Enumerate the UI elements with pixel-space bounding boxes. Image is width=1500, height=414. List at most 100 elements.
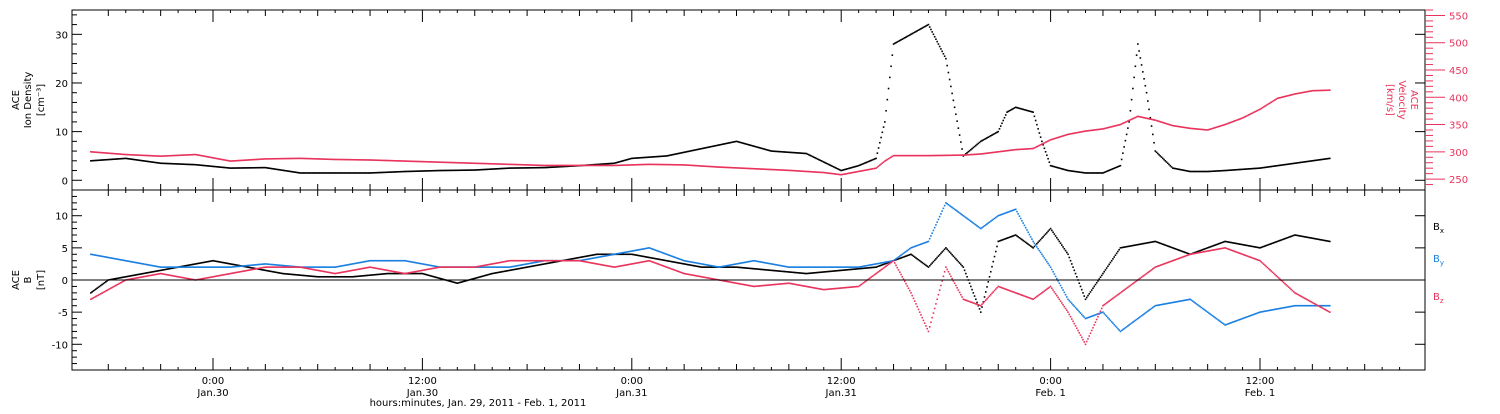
data-point-bz — [919, 311, 921, 313]
data-point-bz — [895, 265, 897, 267]
data-point-bz — [994, 290, 996, 292]
data-point-bx — [1059, 241, 1061, 243]
data-point-bz — [944, 271, 946, 273]
data-point-ion-density — [890, 65, 892, 67]
data-point-by — [1061, 287, 1063, 289]
velocity-ytick-label: 250 — [1449, 175, 1468, 186]
data-point-bx — [955, 258, 957, 260]
data-point-ion-density — [1002, 120, 1004, 122]
data-point-bx — [948, 250, 950, 252]
data-point-bx — [1041, 237, 1043, 239]
data-point-ion-density — [892, 54, 894, 56]
data-point-ion-density — [1037, 128, 1039, 130]
data-point-ion-density — [931, 31, 933, 33]
data-point-bx — [1061, 244, 1063, 246]
data-point-bz — [987, 297, 989, 299]
data-point-bx — [1108, 264, 1110, 266]
data-point-bx — [1037, 242, 1039, 244]
data-point-by — [1056, 278, 1058, 280]
data-point-ion-density — [1125, 140, 1127, 142]
data-point-bz — [1080, 334, 1082, 336]
data-point-by — [939, 216, 941, 218]
density-frame — [72, 10, 1425, 190]
data-point-bx — [1072, 266, 1074, 268]
data-point-by — [1052, 271, 1054, 273]
data-point-bz — [929, 326, 931, 328]
data-point-bz — [958, 289, 960, 291]
data-point-by — [931, 232, 933, 234]
data-point-bz — [1064, 306, 1066, 308]
data-point-by — [1032, 241, 1034, 243]
data-point-bx — [1032, 247, 1034, 249]
data-point-bz — [894, 262, 896, 264]
data-point-by — [929, 238, 931, 240]
data-point-bx — [976, 302, 978, 304]
data-point-bx — [1050, 228, 1052, 230]
data-point-bx — [1100, 276, 1102, 278]
data-point-ion-density — [887, 99, 889, 101]
velocity-ytick-label: 500 — [1449, 39, 1468, 50]
data-point-bz — [1065, 308, 1067, 310]
data-point-bz — [1052, 289, 1054, 291]
data-point-ion-density — [1046, 154, 1048, 156]
data-point-ion-density — [961, 148, 963, 150]
data-point-by — [940, 213, 942, 215]
data-point-bx — [975, 298, 977, 300]
data-point-bx — [1081, 289, 1083, 291]
data-point-bx — [1086, 297, 1088, 299]
data-point-bz — [954, 282, 956, 284]
data-point-ion-density — [954, 106, 956, 108]
data-point-by — [930, 235, 932, 237]
data-point-bz — [1085, 343, 1087, 345]
data-point-bx — [1047, 231, 1049, 233]
data-point-bx — [1078, 282, 1080, 284]
data-point-by — [1107, 317, 1109, 319]
data-point-bz — [910, 292, 912, 294]
data-point-bz — [931, 317, 933, 319]
data-point-bz — [911, 295, 913, 297]
data-point-by — [928, 241, 930, 243]
data-point-by — [1059, 282, 1061, 284]
data-point-ion-density — [1034, 116, 1036, 118]
data-point-bx — [1117, 251, 1119, 253]
data-point-bx — [1093, 286, 1095, 288]
data-point-bx — [1092, 287, 1094, 289]
data-point-bz — [943, 276, 945, 278]
data-point-bx — [996, 246, 998, 248]
data-point-by — [1047, 263, 1049, 265]
data-point-ion-density — [1047, 158, 1049, 160]
data-point-bz — [1062, 304, 1064, 306]
data-point-bx — [1103, 271, 1105, 273]
data-point-by — [941, 210, 943, 212]
data-point-by — [1031, 238, 1033, 240]
data-point-bz — [930, 321, 932, 323]
data-point-by — [1062, 289, 1064, 291]
data-point-ion-density — [883, 126, 885, 128]
data-point-bz — [1061, 302, 1063, 304]
data-point-by — [1116, 326, 1118, 328]
data-point-ion-density — [949, 79, 951, 81]
data-point-bx — [964, 270, 966, 272]
data-point-bz — [898, 269, 900, 271]
density-ytick-label: 10 — [55, 128, 68, 139]
data-point-bz — [913, 298, 915, 300]
density-ytick-label: 30 — [55, 30, 68, 41]
data-point-by — [1036, 246, 1038, 248]
data-point-bx — [934, 259, 936, 261]
data-point-bx — [953, 255, 955, 257]
data-point-ion-density — [1004, 117, 1006, 119]
data-point-by — [1067, 298, 1069, 300]
data-point-ion-density — [1122, 152, 1124, 154]
data-point-ion-density — [1147, 100, 1149, 102]
data-point-bx — [1106, 267, 1108, 269]
data-point-bz — [939, 289, 941, 291]
data-point-by — [1068, 300, 1070, 302]
data-point-ion-density — [948, 72, 950, 74]
data-point-by — [1075, 307, 1077, 309]
data-point-bx — [991, 266, 993, 268]
data-point-ion-density — [940, 48, 942, 50]
